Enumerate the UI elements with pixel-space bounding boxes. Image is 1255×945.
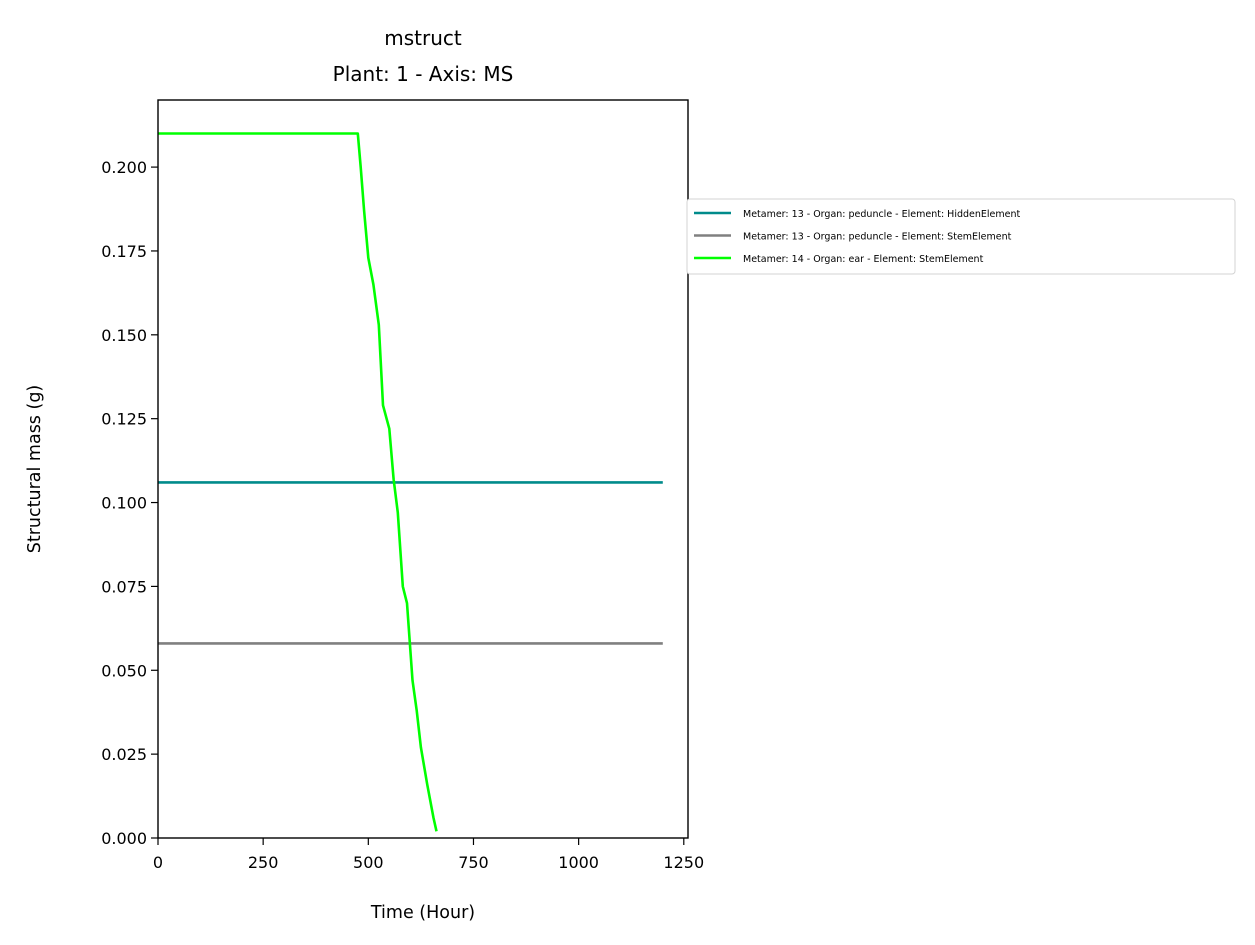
y-tick-label: 0.025 [101,745,147,764]
x-tick-label: 500 [353,853,384,872]
x-axis: 0 250 500 750 1000 1250 [153,838,704,872]
y-axis-label: Structural mass (g) [25,385,45,554]
y-tick-label: 0.150 [101,326,147,345]
series-line-3 [158,132,438,832]
chart-title: mstruct [384,26,462,50]
legend-label-3: Metamer: 14 - Organ: ear - Element: Stem… [743,254,984,265]
y-tick-label: 0.000 [101,829,147,848]
y-axis: 0.000 0.025 0.050 0.075 0.100 0.125 0.150 0.175… [101,158,158,848]
x-tick-label: 1000 [558,853,599,872]
legend-label-1: Metamer: 13 - Organ: peduncle - Element:… [743,209,1021,220]
y-tick-label: 0.125 [101,410,147,429]
legend-label-2: Metamer: 13 - Organ: peduncle - Element:… [743,232,1012,243]
y-tick-label: 0.075 [101,577,147,596]
legend-box [686,198,1236,275]
y-tick-label: 0.050 [101,661,147,680]
x-tick-label: 0 [153,853,163,872]
y-tick-label: 0.175 [101,242,147,261]
x-tick-label: 1250 [663,853,704,872]
x-tick-label: 750 [458,853,489,872]
legend: Metamer: 13 - Organ: peduncle - Element:… [686,198,1236,275]
y-tick-label: 0.200 [101,158,147,177]
x-axis-label: Time (Hour) [370,903,475,923]
chart-subtitle: Plant: 1 - Axis: MS [333,62,514,86]
x-tick-label: 250 [248,853,279,872]
series-layer [158,132,663,832]
y-tick-label: 0.100 [101,494,147,513]
plot-frame [157,99,689,839]
